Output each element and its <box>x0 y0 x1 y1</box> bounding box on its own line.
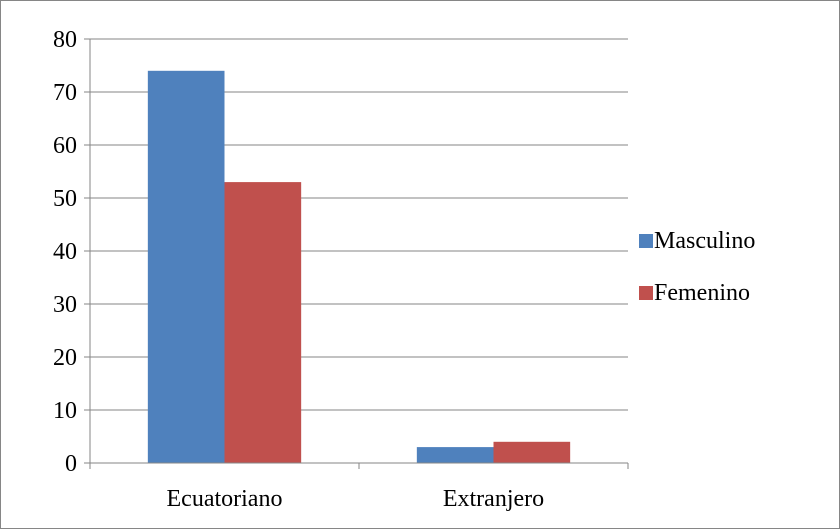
bar-femenino-extranjero <box>493 441 571 463</box>
y-tick-label: 50 <box>53 186 77 212</box>
legend: Masculino Femenino <box>639 228 755 306</box>
legend-swatch-femenino <box>639 286 653 300</box>
x-axis-tick-labels: Ecuatoriano Extranjero <box>167 486 545 512</box>
bar-masculino-ecuatoriano <box>147 70 225 464</box>
y-tick-label: 60 <box>53 133 77 159</box>
x-tick-label: Ecuatoriano <box>167 486 283 512</box>
legend-swatch-masculino <box>639 234 653 248</box>
legend-label-femenino: Femenino <box>654 280 750 306</box>
y-axis-tick-labels: 0 10 20 30 40 50 60 70 80 <box>53 27 77 477</box>
legend-label-masculino: Masculino <box>654 228 755 254</box>
y-tick-label: 10 <box>53 398 77 424</box>
x-tick-label: Extranjero <box>443 486 544 512</box>
y-tick-label: 40 <box>53 239 77 265</box>
bars <box>147 70 571 464</box>
y-tick-label: 20 <box>53 345 77 371</box>
y-tick-label: 30 <box>53 292 77 318</box>
axes <box>84 38 629 469</box>
y-tick-label: 80 <box>53 27 77 53</box>
bar-masculino-extranjero <box>416 447 494 463</box>
bar-femenino-ecuatoriano <box>224 182 302 463</box>
y-tick-label: 0 <box>65 451 77 477</box>
y-tick-label: 70 <box>53 80 77 106</box>
